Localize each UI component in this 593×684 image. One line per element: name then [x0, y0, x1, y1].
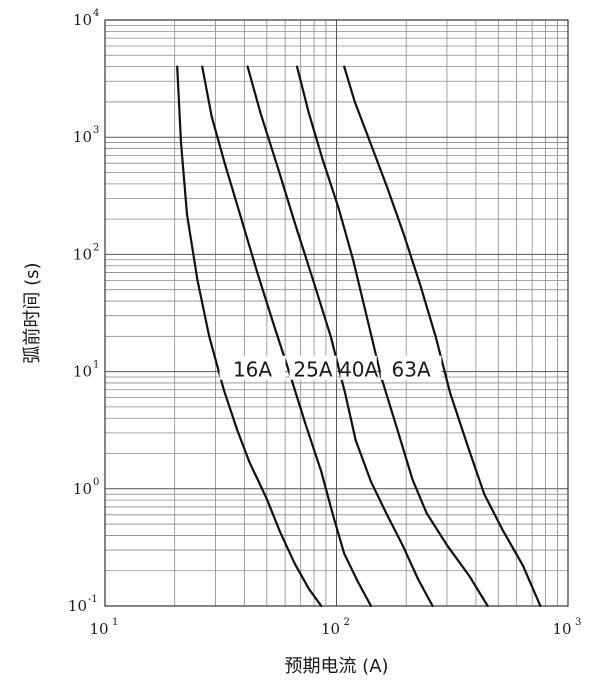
x-tick-exponent: 2 — [344, 617, 350, 628]
minor-gridlines — [105, 20, 568, 606]
series-label-bg — [219, 355, 286, 380]
series-label-40a: 40A — [339, 358, 378, 382]
series-label-25a: 25A — [293, 358, 332, 382]
curve-16a — [176, 65, 323, 608]
y-tick-exponent: 2 — [93, 242, 99, 253]
x-tick-exponent: 3 — [575, 617, 581, 628]
y-tick-exponent: 0 — [93, 477, 99, 488]
y-tick-label: 10 — [73, 363, 92, 381]
series-label-bg — [380, 355, 442, 380]
series-label-63a: 63A — [392, 358, 431, 382]
fuse-curves — [176, 65, 542, 608]
y-tick-label: 10 — [73, 480, 92, 498]
y-axis-title: 弧前时间 (s) — [22, 262, 43, 363]
x-axis-title: 预期电流 (A) — [284, 656, 388, 677]
y-tick-label: 10 — [68, 597, 87, 615]
plot-frame — [104, 19, 569, 607]
y-tick-exponent: 4 — [93, 8, 99, 19]
y-tick-label: 10 — [73, 128, 92, 146]
y-tick-label: 10 — [73, 11, 92, 29]
series-labels: 16A 25A 40A 63A — [219, 355, 442, 382]
y-tick-exponent: 3 — [93, 125, 99, 136]
x-tick-label: 10 — [321, 620, 340, 638]
x-tick-exponent: 1 — [112, 617, 118, 628]
x-tick-label: 10 — [89, 620, 108, 638]
y-tick-exponent: -1 — [88, 594, 98, 605]
major-gridlines — [104, 19, 569, 607]
x-tick-label: 10 — [552, 620, 571, 638]
x-tick-labels: 10 1 10 2 10 3 — [89, 617, 581, 638]
y-tick-exponent: 1 — [93, 360, 99, 371]
series-label-bg — [289, 355, 337, 380]
y-tick-label: 10 — [73, 245, 92, 263]
series-label-16a: 16A — [233, 358, 272, 382]
curve-40a — [246, 65, 434, 608]
series-label-bg — [340, 355, 377, 380]
curve-series-5 — [343, 65, 542, 608]
